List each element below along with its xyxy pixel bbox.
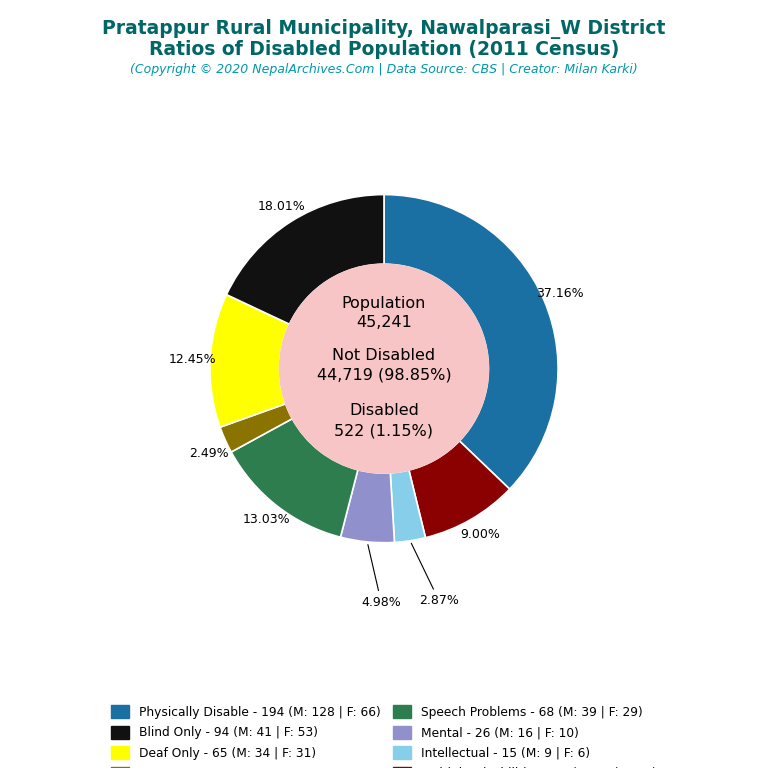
Text: Not Disabled
44,719 (98.85%): Not Disabled 44,719 (98.85%) [316,348,452,382]
Text: Pratappur Rural Municipality, Nawalparasi_W District: Pratappur Rural Municipality, Nawalparas… [102,19,666,39]
Circle shape [280,264,488,473]
Legend: Physically Disable - 194 (M: 128 | F: 66), Blind Only - 94 (M: 41 | F: 53), Deaf: Physically Disable - 194 (M: 128 | F: 66… [111,705,657,768]
Text: Population
45,241: Population 45,241 [342,296,426,330]
Text: 9.00%: 9.00% [460,528,500,541]
Wedge shape [409,441,510,538]
Wedge shape [384,194,558,489]
Text: (Copyright © 2020 NepalArchives.Com | Data Source: CBS | Creator: Milan Karki): (Copyright © 2020 NepalArchives.Com | Da… [130,63,638,76]
Text: 12.45%: 12.45% [169,353,217,366]
Text: Ratios of Disabled Population (2011 Census): Ratios of Disabled Population (2011 Cens… [149,40,619,59]
Text: 4.98%: 4.98% [362,545,401,609]
Wedge shape [227,194,384,324]
Text: 13.03%: 13.03% [243,513,290,526]
Wedge shape [231,419,358,537]
Wedge shape [220,404,293,452]
Text: 2.87%: 2.87% [412,543,459,607]
Text: Disabled
522 (1.15%): Disabled 522 (1.15%) [335,403,433,439]
Text: 2.49%: 2.49% [190,447,229,460]
Wedge shape [340,470,395,543]
Text: 18.01%: 18.01% [257,200,305,214]
Wedge shape [390,470,425,542]
Wedge shape [210,295,290,427]
Text: 37.16%: 37.16% [536,287,584,300]
